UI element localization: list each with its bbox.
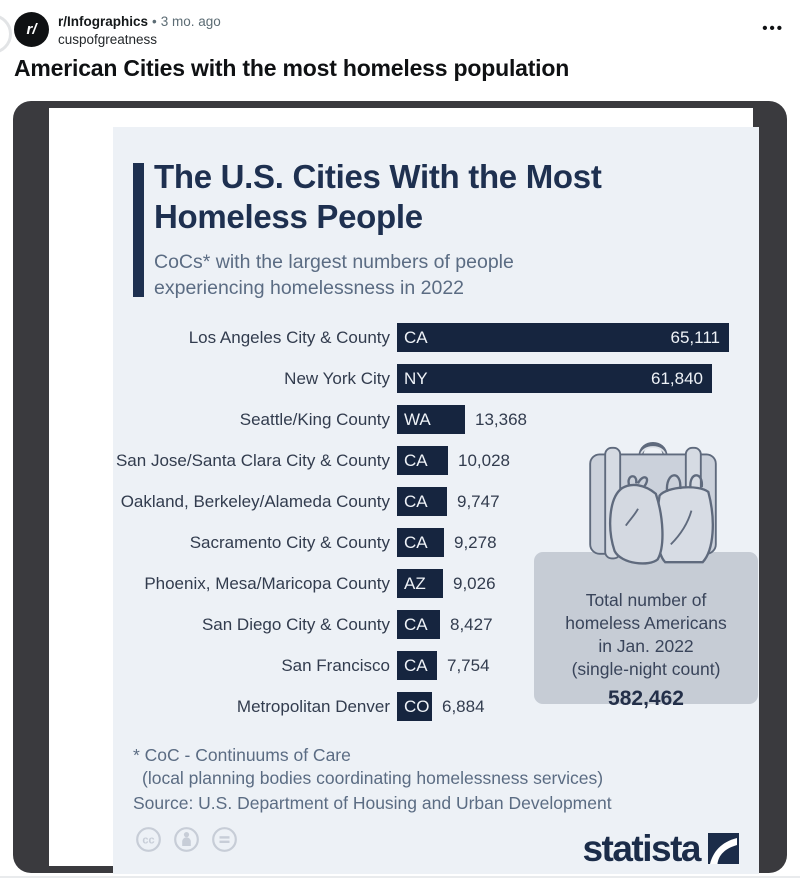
bar: CA 7,754 [397, 651, 437, 680]
bar-state-label: CO [404, 696, 430, 716]
row-city-label: San Diego City & County [201, 614, 390, 634]
bar-state-label: WA [404, 409, 431, 429]
cc-attribution-icon [174, 827, 199, 852]
bar: NY 61,840 [397, 364, 712, 393]
post-author[interactable]: cuspofgreatness [58, 32, 158, 47]
bar-value: 9,278 [454, 532, 497, 552]
annotation-line: homeless Americans [565, 613, 727, 633]
chart-row: Phoenix, Mesa/Maricopa County AZ 9,026 9… [113, 563, 759, 604]
bar-line: CA 9,278 9,278 [397, 528, 759, 557]
statista-logo: statista [582, 828, 739, 869]
annotation-total-value: 582,462 [608, 687, 684, 710]
chart-title: The U.S. Cities With the Most Homeless P… [154, 158, 602, 235]
bar-value: 9,026 [453, 573, 496, 593]
statista-wordmark: statista [582, 828, 701, 869]
bar-line: CA 9,747 9,747 [397, 487, 759, 516]
bar-value: 65,111 [670, 327, 720, 347]
bar-value: 6,884 [442, 696, 485, 716]
meta-separator: • [152, 14, 157, 29]
row-city-label: Seattle/King County [239, 409, 390, 429]
title-accent-bar [133, 163, 144, 297]
bar-line: CA 8,427 8,427 [397, 610, 759, 639]
bar-line: NY 61,840 61,840 [397, 364, 759, 393]
overflow-menu-icon[interactable]: ••• [762, 20, 784, 37]
annotation-line: Total number of [585, 590, 707, 610]
bar-state-label: NY [404, 368, 428, 388]
row-city-label: Phoenix, Mesa/Maricopa County [144, 573, 390, 593]
bar-state-label: AZ [404, 573, 426, 593]
post-meta: r/Infographics • 3 mo. ago [58, 14, 221, 29]
bar-value: 10,028 [458, 450, 510, 470]
row-city-label: Oakland, Berkeley/Alameda County [120, 491, 390, 511]
bar-line: AZ 9,026 9,026 [397, 569, 759, 598]
cc-icon: cc [136, 827, 161, 852]
chart-row: San Francisco CA 7,754 7,754 [113, 645, 759, 686]
footnote-line: (local planning bodies coordinating home… [142, 768, 604, 788]
bar: CA 8,427 [397, 610, 440, 639]
chart-row: New York City NY 61,840 61,840 [113, 358, 759, 399]
row-city-label: New York City [284, 368, 390, 388]
subreddit-link[interactable]: r/Infographics [58, 14, 149, 29]
annotation-line: (single-night count) [571, 659, 721, 679]
bar: CA 9,747 [397, 487, 447, 516]
chart-row: Metropolitan Denver CO 6,884 6,884 [113, 686, 759, 727]
chart-row: Seattle/King County WA 13,368 13,368 [113, 399, 759, 440]
bar: AZ 9,026 [397, 569, 443, 598]
bar: CA 9,278 [397, 528, 444, 557]
bar-state-label: CA [404, 532, 428, 552]
footnote-line: * CoC - Continuums of Care [133, 745, 351, 765]
statista-icon [708, 833, 739, 864]
bar: CA 65,111 [397, 323, 729, 352]
row-city-label: Los Angeles City & County [188, 327, 390, 347]
bar-state-label: CA [404, 327, 428, 347]
chart-row: Oakland, Berkeley/Alameda County CA 9,74… [113, 481, 759, 522]
bar-state-label: CA [404, 491, 428, 511]
chart-row: San Jose/Santa Clara City & County CA 10… [113, 440, 759, 481]
row-city-label: San Jose/Santa Clara City & County [115, 450, 390, 470]
svg-text:cc: cc [142, 835, 154, 847]
bar: CO 6,884 [397, 692, 432, 721]
bar-line: CA 65,111 65,111 [397, 323, 759, 352]
row-city-label: San Francisco [281, 655, 390, 675]
bar: WA 13,368 [397, 405, 465, 434]
image-white-margin: The U.S. Cities With the Most Homeless P… [49, 108, 759, 874]
edge-partial-avatar [0, 14, 12, 54]
bar-line: CA 7,754 7,754 [397, 651, 759, 680]
bar-line: CA 10,028 10,028 [397, 446, 759, 475]
bar: CA 10,028 [397, 446, 448, 475]
source-line: Source: U.S. Department of Housing and U… [133, 793, 612, 813]
bar-value: 8,427 [450, 614, 493, 634]
post-timestamp: 3 mo. ago [160, 14, 221, 29]
footnotes: * CoC - Continuums of Care (local planni… [133, 744, 612, 815]
row-city-label: Metropolitan Denver [236, 696, 390, 716]
infographic: The U.S. Cities With the Most Homeless P… [113, 127, 759, 874]
chart-subtitle: CoCs* with the largest numbers of people… [154, 251, 514, 299]
annotation-line: in Jan. 2022 [598, 636, 694, 656]
license-icons: cc [135, 826, 238, 853]
bar-value: 13,368 [475, 409, 527, 429]
post-divider [0, 876, 800, 878]
bar-value: 7,754 [447, 655, 490, 675]
chart-row: Los Angeles City & County CA 65,111 65,1… [113, 317, 759, 358]
bar-value: 61,840 [651, 368, 703, 388]
bar-state-label: CA [404, 614, 428, 634]
subreddit-avatar[interactable]: r/ [14, 12, 49, 47]
bar-state-label: CA [404, 655, 428, 675]
luggage-illustration [589, 441, 717, 565]
subreddit-avatar-label: r/ [26, 21, 37, 38]
cc-nd-icon [212, 827, 237, 852]
row-city-label: Sacramento City & County [189, 532, 390, 552]
post-title[interactable]: American Cities with the most homeless p… [14, 55, 570, 81]
post-image[interactable]: The U.S. Cities With the Most Homeless P… [13, 101, 787, 874]
bar-chart: Los Angeles City & County CA 65,111 65,1… [113, 317, 759, 727]
chart-row: Sacramento City & County CA 9,278 9,278 [113, 522, 759, 563]
bar-value: 9,747 [457, 491, 500, 511]
bar-line: WA 13,368 13,368 [397, 405, 759, 434]
bar-state-label: CA [404, 450, 428, 470]
bar-line: CO 6,884 6,884 [397, 692, 759, 721]
chart-row: San Diego City & County CA 8,427 8,427 [113, 604, 759, 645]
total-annotation-box: Total number of homeless Americans in Ja… [534, 552, 758, 710]
